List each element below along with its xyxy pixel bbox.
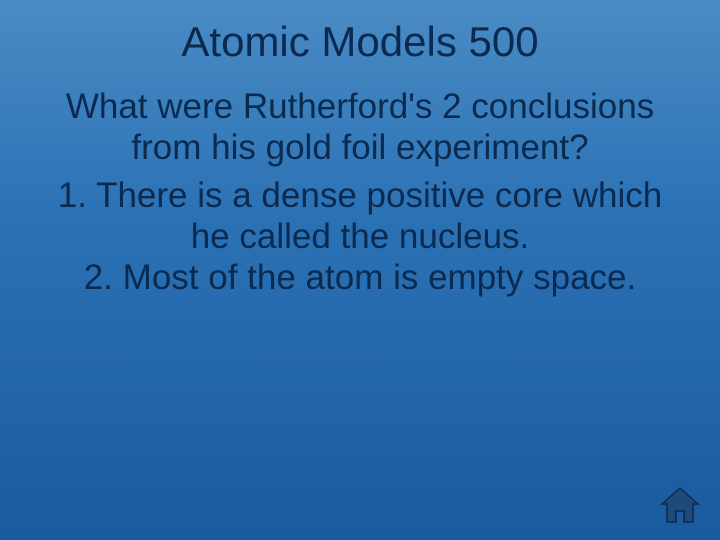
slide-container: Atomic Models 500 What were Rutherford's…: [0, 0, 720, 540]
answer-2: 2. Most of the atom is empty space.: [50, 257, 670, 298]
answer-1-number: 1.: [58, 176, 96, 215]
answer-2-number: 2.: [84, 258, 123, 297]
slide-title: Atomic Models 500: [181, 18, 538, 66]
slide-body: What were Rutherford's 2 conclusions fro…: [40, 86, 680, 298]
answer-1-text: There is a dense positive core which he …: [96, 176, 662, 256]
answer-2-text: Most of the atom is empty space.: [123, 258, 637, 297]
answer-1: 1. There is a dense positive core which …: [50, 175, 670, 258]
question-text: What were Rutherford's 2 conclusions fro…: [50, 86, 670, 169]
answers-block: 1. There is a dense positive core which …: [50, 175, 670, 299]
home-icon[interactable]: [658, 486, 702, 526]
